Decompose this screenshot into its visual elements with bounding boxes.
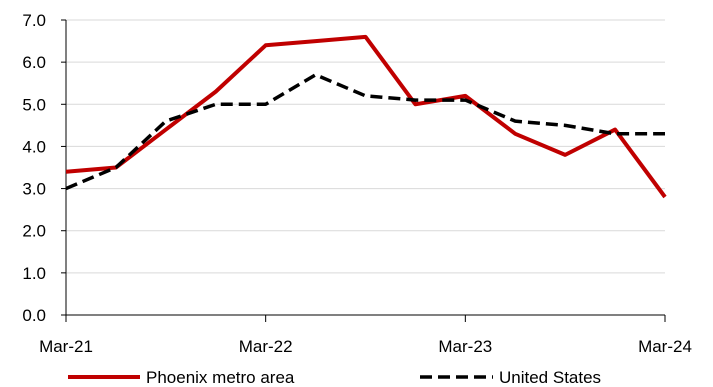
y-tick-label: 3.0 xyxy=(22,180,46,199)
series-line-united-states xyxy=(65,73,665,191)
legend-label: United States xyxy=(499,368,601,387)
y-tick-label: 5.0 xyxy=(22,95,46,114)
x-tick-label: Mar-21 xyxy=(39,337,93,356)
y-tick-label: 1.0 xyxy=(22,264,46,283)
y-tick-label: 4.0 xyxy=(22,137,46,156)
x-tick-label: Mar-22 xyxy=(239,337,293,356)
series-lines xyxy=(65,34,667,199)
gridlines xyxy=(66,19,665,274)
y-tick-label: 2.0 xyxy=(22,222,46,241)
x-axis: Mar-21 Mar-22 Mar-23 Mar-24 xyxy=(39,314,692,356)
y-tick-label: 6.0 xyxy=(22,53,46,72)
legend-label: Phoenix metro area xyxy=(146,368,295,387)
legend: Phoenix metro area United States xyxy=(68,368,601,387)
y-tick-label: 0.0 xyxy=(22,306,46,325)
y-axis: 0.0 1.0 2.0 3.0 4.0 5.0 6.0 7.0 xyxy=(22,11,67,325)
series-line-phoenix xyxy=(65,34,667,199)
x-tick-label: Mar-23 xyxy=(438,337,492,356)
x-tick-label: Mar-24 xyxy=(638,337,692,356)
y-tick-label: 7.0 xyxy=(22,11,46,30)
